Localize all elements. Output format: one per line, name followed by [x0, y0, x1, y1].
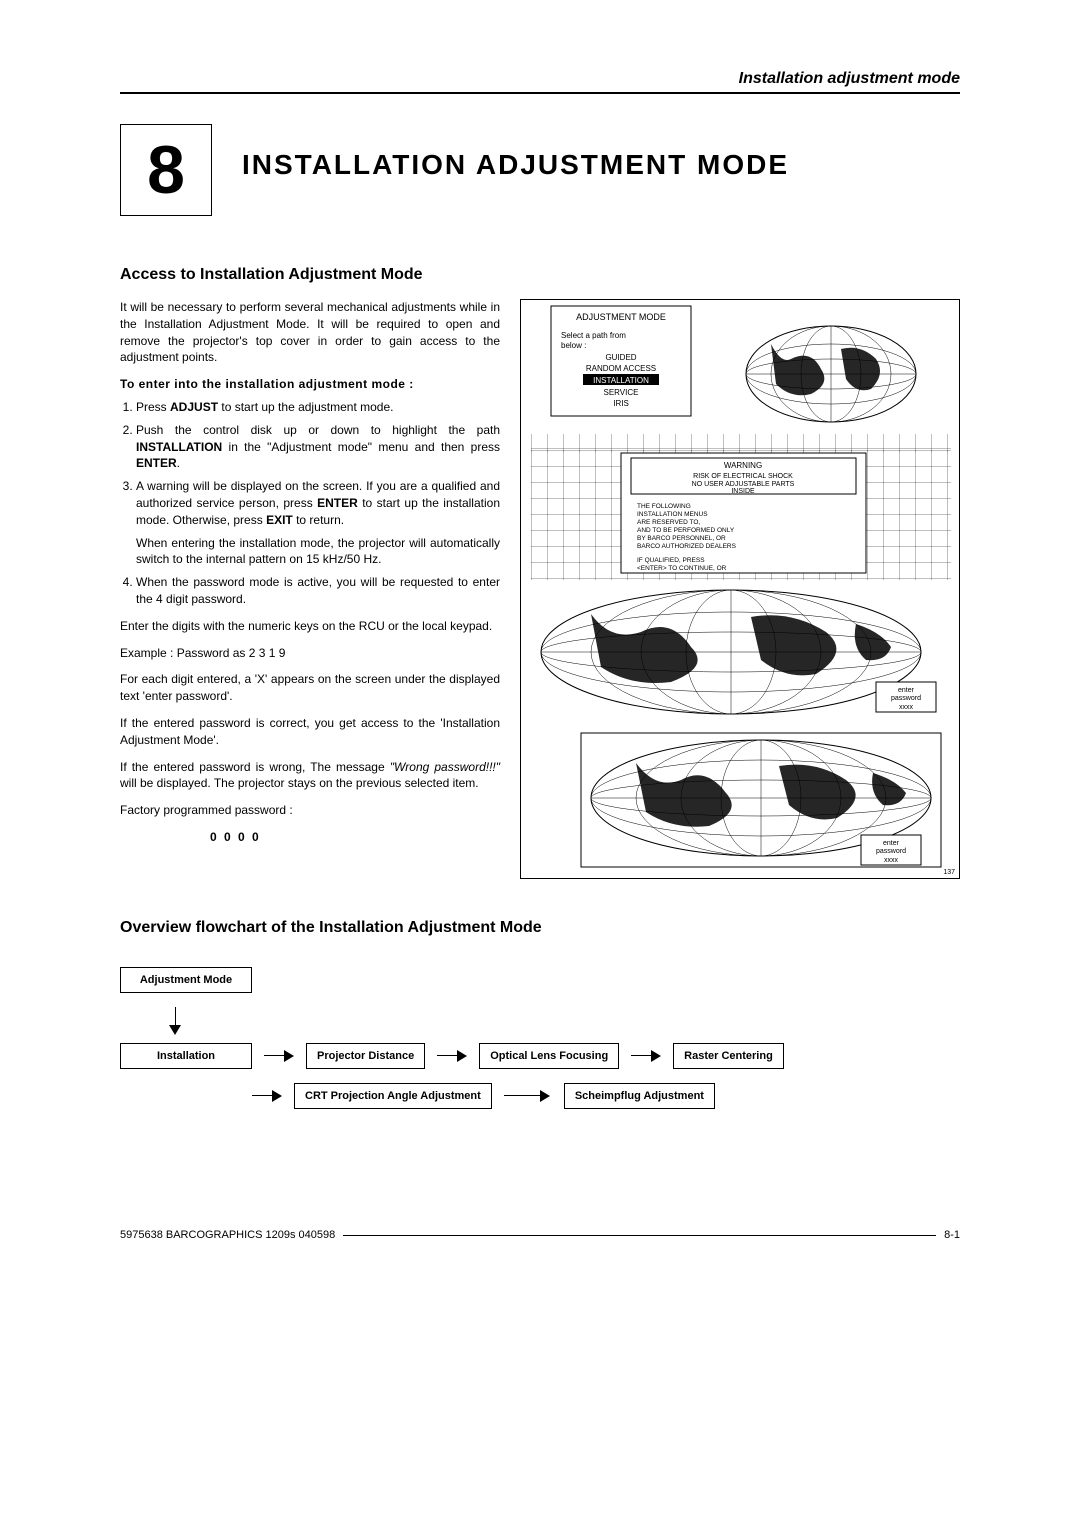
- page-footer: 5975638 BARCOGRAPHICS 1209s 040598 8-1: [120, 1229, 960, 1241]
- flow-box-raster-centering: Raster Centering: [673, 1043, 784, 1069]
- flowchart: Adjustment Mode Installation Projector D…: [120, 967, 960, 1109]
- flow-box-crt-angle: CRT Projection Angle Adjustment: [294, 1083, 492, 1109]
- warning-para2-l1: IF QUALIFIED, PRESS: [637, 557, 705, 564]
- screen-illustration-column: ADJUSTMENT MODE Select a path from below…: [520, 299, 960, 879]
- step-4: When the password mode is active, you wi…: [136, 574, 500, 608]
- warning-line1: RISK OF ELECTRICAL SHOCK: [693, 473, 793, 480]
- step-3-enter-key: ENTER: [317, 496, 358, 510]
- step-2-installation-key: INSTALLATION: [136, 440, 222, 454]
- flow-box-installation: Installation: [120, 1043, 252, 1069]
- chapter-number: 8: [147, 136, 185, 204]
- menu-title: ADJUSTMENT MODE: [576, 312, 666, 322]
- warning-para1-l6: BARCO AUTHORIZED DEALERS: [637, 543, 737, 550]
- menu-subtitle-1: Select a path from: [561, 331, 626, 340]
- warning-line2b: INSIDE: [731, 488, 755, 495]
- running-header: Installation adjustment mode: [120, 70, 960, 94]
- screen-panel-password2: enter password xxxx: [531, 730, 951, 870]
- sub-heading-enter-mode: To enter into the installation adjustmen…: [120, 376, 500, 393]
- step-3-sub: When entering the installation mode, the…: [136, 535, 500, 569]
- arrow-right-icon: [437, 1050, 467, 1062]
- pw1-label1: enter: [898, 687, 915, 694]
- step-1-text-a: Press: [136, 400, 170, 414]
- pw1-mask: xxxx: [899, 704, 914, 711]
- pw2-label1: enter: [883, 840, 900, 847]
- diagram-id: 137: [943, 869, 955, 876]
- para-x-appears: For each digit entered, a 'X' appears on…: [120, 671, 500, 705]
- menu-item-installation: INSTALLATION: [593, 376, 649, 385]
- intro-paragraph: It will be necessary to perform several …: [120, 299, 500, 366]
- section-access-heading: Access to Installation Adjustment Mode: [120, 266, 960, 284]
- default-password: 0 0 0 0: [210, 829, 500, 846]
- flow-box-adjustment-mode: Adjustment Mode: [120, 967, 252, 993]
- pw1-label2: password: [891, 695, 921, 702]
- warning-para2-l2: <ENTER> TO CONTINUE, OR: [637, 565, 727, 572]
- section-overview-heading: Overview flowchart of the Installation A…: [120, 919, 960, 937]
- arrow-right-icon: [631, 1050, 661, 1062]
- arrow-right-icon: [264, 1050, 294, 1062]
- step-2-enter-key: ENTER: [136, 456, 177, 470]
- flow-box-projector-distance: Projector Distance: [306, 1043, 425, 1069]
- warning-para1-l4: AND TO BE PERFORMED ONLY: [637, 527, 735, 534]
- footer-right: 8-1: [944, 1229, 960, 1241]
- step-1: Press ADJUST to start up the adjustment …: [136, 399, 500, 416]
- arrow-right-icon: [504, 1090, 552, 1102]
- menu-item-iris: IRIS: [613, 399, 629, 408]
- arrow-down-icon: [170, 1007, 182, 1037]
- screen-illustration: ADJUSTMENT MODE Select a path from below…: [520, 299, 960, 879]
- step-1-text-c: to start up the adjustment mode.: [218, 400, 393, 414]
- step-3: A warning will be displayed on the scree…: [136, 478, 500, 568]
- step-2: Push the control disk up or down to high…: [136, 422, 500, 472]
- step-1-adjust-key: ADJUST: [170, 400, 218, 414]
- footer-rule: [343, 1235, 936, 1236]
- para-enter-digits: Enter the digits with the numeric keys o…: [120, 618, 500, 635]
- menu-item-guided: GUIDED: [605, 353, 636, 362]
- menu-item-service: SERVICE: [604, 388, 639, 397]
- para-factory-pw: Factory programmed password :: [120, 802, 500, 819]
- chapter-number-box: 8: [120, 124, 212, 216]
- body-text-column: It will be necessary to perform several …: [120, 299, 500, 879]
- para-wrong-b: "Wrong password!!!": [390, 760, 500, 774]
- pw2-label2: password: [876, 848, 906, 855]
- steps-list: Press ADJUST to start up the adjustment …: [120, 399, 500, 608]
- chapter-title: INSTALLATION ADJUSTMENT MODE: [242, 124, 789, 181]
- step-3-exit-key: EXIT: [266, 513, 293, 527]
- warning-para1-l2: INSTALLATION MENUS: [637, 511, 708, 518]
- chapter-header: 8 INSTALLATION ADJUSTMENT MODE: [120, 124, 960, 216]
- step-2-text-c: in the "Adjustment mode" menu and then p…: [222, 440, 500, 454]
- flow-box-scheimpflug: Scheimpflug Adjustment: [564, 1083, 715, 1109]
- screen-panel-warning: WARNING RISK OF ELECTRICAL SHOCK NO USER…: [531, 450, 951, 580]
- para-example: Example : Password as 2 3 1 9: [120, 645, 500, 662]
- para-wrong-pw: If the entered password is wrong, The me…: [120, 759, 500, 793]
- step-2-text-a: Push the control disk up or down to high…: [136, 423, 500, 437]
- warning-para1-l1: THE FOLLOWING: [637, 503, 691, 510]
- menu-item-random: RANDOM ACCESS: [586, 364, 656, 373]
- step-2-text-e: .: [177, 456, 180, 470]
- warning-para1-l3: ARE RESERVED TO,: [637, 519, 700, 526]
- screen-panel-menu: ADJUSTMENT MODE Select a path from below…: [531, 304, 951, 454]
- step-3-text-e: to return.: [293, 513, 344, 527]
- warning-para1-l5: BY BARCO PERSONNEL, OR: [637, 535, 726, 542]
- pw2-mask: xxxx: [884, 857, 899, 864]
- warning-title: WARNING: [724, 461, 762, 470]
- footer-left: 5975638 BARCOGRAPHICS 1209s 040598: [120, 1229, 335, 1241]
- para-wrong-a: If the entered password is wrong, The me…: [120, 760, 390, 774]
- warning-line2a: NO USER ADJUSTABLE PARTS: [692, 481, 795, 488]
- screen-panel-password1: enter password xxxx: [531, 582, 951, 722]
- para-wrong-c: will be displayed. The projector stays o…: [120, 776, 479, 790]
- menu-subtitle-2: below :: [561, 341, 586, 350]
- flow-box-optical-lens: Optical Lens Focusing: [479, 1043, 619, 1069]
- para-correct-pw: If the entered password is correct, you …: [120, 715, 500, 749]
- arrow-right-icon: [252, 1090, 282, 1102]
